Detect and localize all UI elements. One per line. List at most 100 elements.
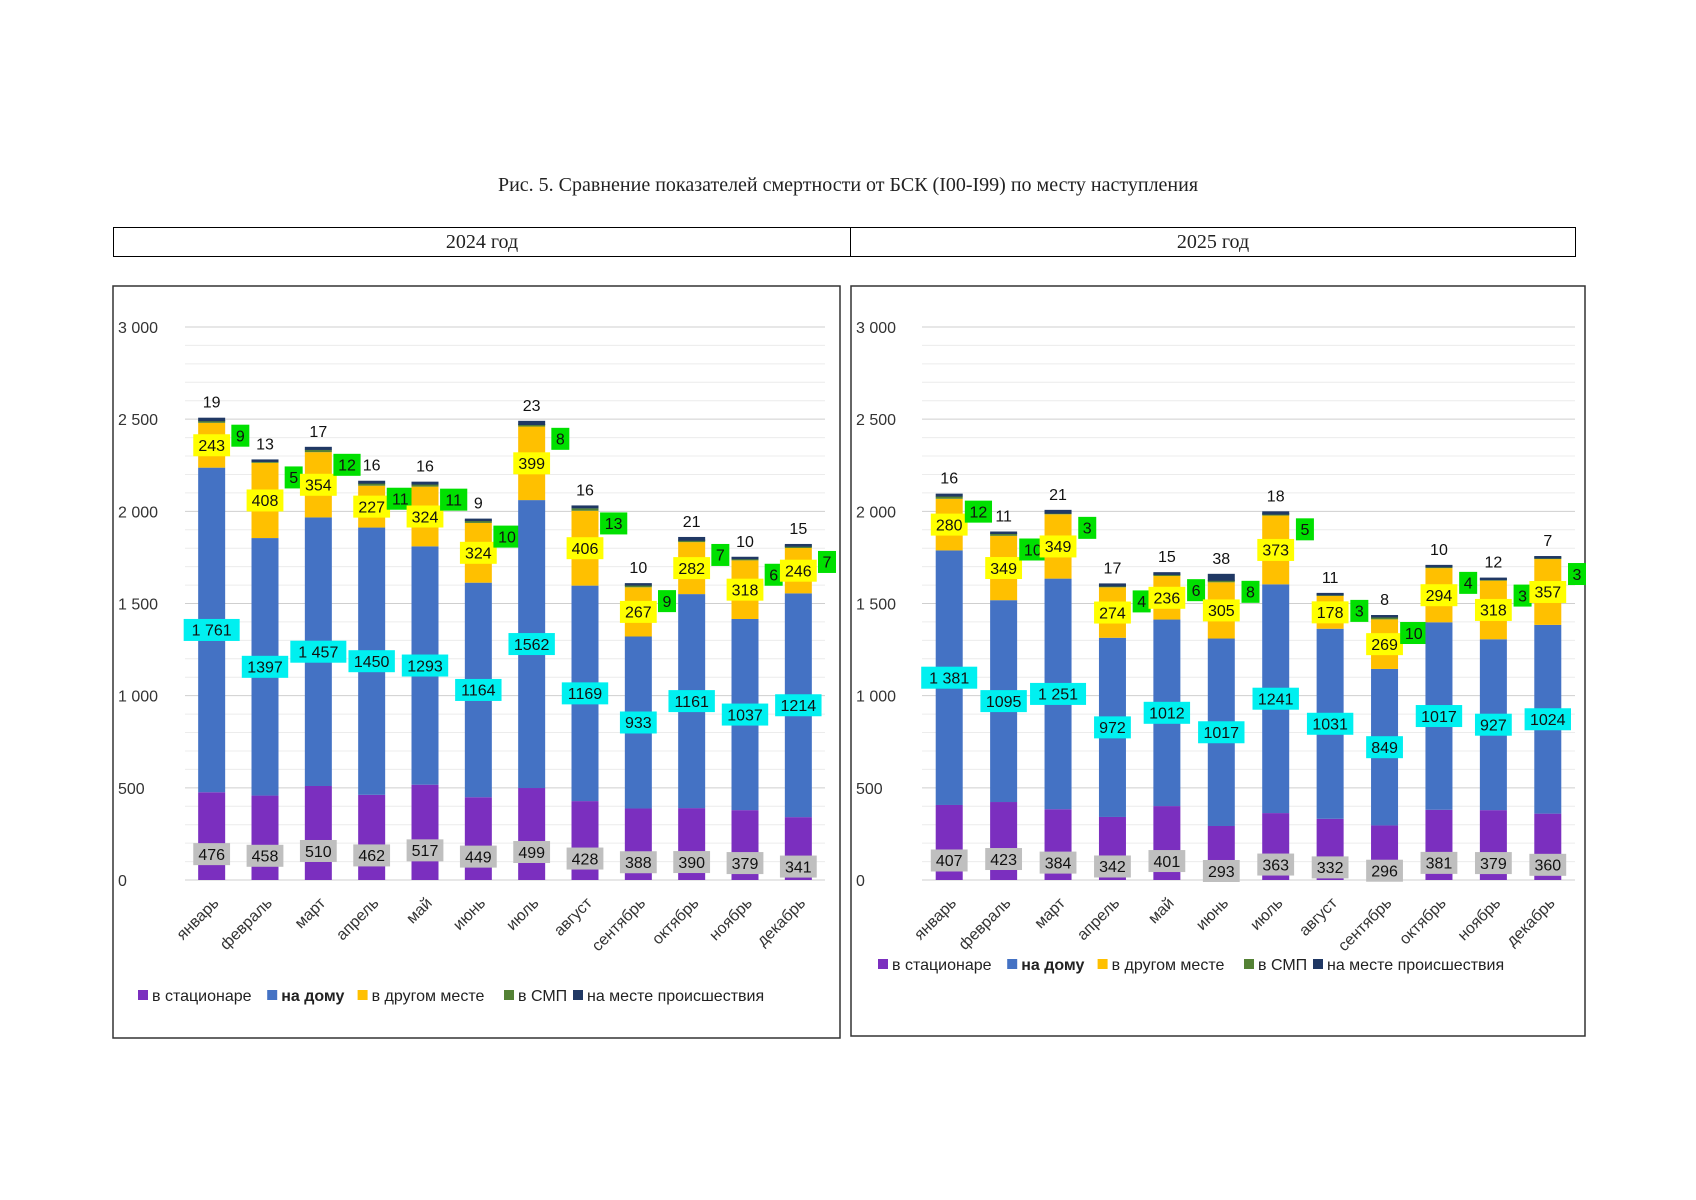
data-label-smp-bg bbox=[818, 550, 836, 573]
y-tick-label: 1 500 bbox=[856, 597, 896, 614]
legend-label-incident_place: на месте происшествия bbox=[1327, 957, 1504, 974]
data-label-home: 927 bbox=[1480, 717, 1507, 734]
data-label-other-place-bg bbox=[930, 513, 968, 536]
data-label-smp: 11 bbox=[392, 491, 409, 508]
bar-segment-smp bbox=[464, 520, 492, 523]
bar-segment-incident_place bbox=[571, 505, 599, 509]
y-tick-label: 0 bbox=[856, 873, 865, 890]
data-label-other-place-bg bbox=[1529, 580, 1567, 603]
data-label-incident-place: 8 bbox=[1380, 592, 1389, 609]
data-label-home: 1031 bbox=[1312, 717, 1348, 734]
data-label-stationary: 341 bbox=[785, 859, 812, 876]
data-label-incident-place: 10 bbox=[736, 534, 754, 551]
data-label-incident-place: 10 bbox=[1430, 542, 1448, 559]
x-tick-label: июль bbox=[1247, 895, 1286, 934]
bar-stack-декабрь: 341 1214 246 15 7 bbox=[775, 521, 836, 880]
bar-segment-smp bbox=[990, 533, 1018, 536]
data-label-home-bg bbox=[183, 618, 240, 641]
data-label-stationary-bg bbox=[1420, 851, 1458, 874]
data-label-stationary: 462 bbox=[358, 848, 385, 865]
x-tick-label: ноябрь bbox=[1455, 895, 1504, 944]
data-label-smp: 8 bbox=[556, 432, 565, 449]
bar-stack-ноябрь: 379 1037 318 10 6 bbox=[721, 534, 783, 880]
bar-segment-incident_place bbox=[251, 459, 279, 462]
data-label-home: 1 457 bbox=[298, 644, 338, 661]
legend-swatch-smp bbox=[1244, 959, 1254, 969]
data-label-home-bg bbox=[508, 633, 555, 656]
data-label-smp-bg bbox=[1459, 571, 1478, 594]
data-label-smp: 3 bbox=[1083, 521, 1092, 538]
x-tick-label: октябрь bbox=[1396, 895, 1449, 948]
y-tick-label: 1 500 bbox=[118, 597, 158, 614]
legend-swatch-smp bbox=[504, 990, 514, 1000]
data-label-home-bg bbox=[1524, 708, 1571, 731]
data-label-incident-place: 17 bbox=[1104, 560, 1122, 577]
data-label-home-bg bbox=[1252, 687, 1299, 710]
data-label-smp-bg bbox=[440, 488, 468, 511]
data-label-other-place-bg bbox=[1420, 584, 1458, 607]
bar-stack-сентябрь: 388 933 267 10 9 bbox=[619, 560, 676, 880]
bar-stack-февраль: 458 1397 408 13 5 bbox=[241, 436, 303, 880]
data-label-smp-bg bbox=[658, 590, 676, 613]
y-tick-label: 2 500 bbox=[856, 412, 896, 429]
data-label-home: 1 381 bbox=[929, 670, 969, 687]
x-tick-label: апрель bbox=[333, 895, 382, 944]
bar-segment-incident_place bbox=[1534, 556, 1562, 559]
data-label-home: 849 bbox=[1371, 740, 1398, 757]
y-tick-label: 1 000 bbox=[856, 689, 896, 706]
bar-segment-incident_place bbox=[304, 446, 332, 450]
data-label-home-bg bbox=[1030, 682, 1087, 705]
data-label-incident-place: 38 bbox=[1212, 551, 1230, 568]
bar-segment-smp bbox=[571, 508, 599, 511]
data-label-stationary: 388 bbox=[625, 855, 652, 872]
data-label-other-place: 280 bbox=[936, 517, 963, 534]
data-label-stationary: 381 bbox=[1426, 856, 1453, 873]
data-label-other-place-bg bbox=[246, 489, 284, 512]
data-label-stationary: 363 bbox=[1262, 857, 1289, 874]
bar-segment-smp bbox=[935, 496, 963, 499]
data-label-stationary: 332 bbox=[1317, 860, 1344, 877]
data-label-stationary-bg bbox=[985, 848, 1023, 871]
data-label-smp-bg bbox=[333, 453, 361, 476]
bar-segment-incident_place bbox=[784, 543, 812, 547]
data-label-other-place: 274 bbox=[1099, 605, 1126, 622]
data-label-incident-place: 10 bbox=[629, 560, 647, 577]
data-label-stationary: 510 bbox=[305, 844, 332, 861]
data-label-stationary: 384 bbox=[1045, 855, 1072, 872]
y-tick-label: 2 500 bbox=[118, 412, 158, 429]
x-tick-label: декабрь bbox=[1504, 895, 1559, 950]
data-label-stationary-bg bbox=[1529, 853, 1567, 876]
y-tick-label: 3 000 bbox=[118, 320, 158, 337]
year-header-2024: 2024 год bbox=[114, 228, 851, 256]
data-label-stationary-bg bbox=[513, 841, 551, 864]
bar-segment-incident_place bbox=[198, 417, 226, 422]
x-tick-label: июнь bbox=[1193, 895, 1232, 934]
data-label-home: 1293 bbox=[407, 658, 443, 675]
x-tick-label: октябрь bbox=[649, 895, 702, 948]
chart-frame bbox=[112, 285, 841, 1039]
data-label-other-place: 324 bbox=[412, 509, 439, 526]
bar-segment-smp bbox=[198, 420, 226, 423]
y-tick-label: 500 bbox=[118, 781, 145, 798]
data-label-other-place: 349 bbox=[990, 561, 1017, 578]
bar-stack-март: 510 1 457 354 17 12 bbox=[290, 424, 361, 880]
y-tick-label: 2 000 bbox=[118, 504, 158, 521]
bar-stack-август: 332 1031 178 11 3 bbox=[1306, 570, 1369, 880]
data-label-stationary-bg bbox=[619, 851, 657, 874]
legend-label-incident_place: на месте происшествия bbox=[587, 988, 764, 1005]
legend-label-stationary: в стационаре bbox=[892, 957, 992, 974]
data-label-home: 1017 bbox=[1421, 709, 1457, 726]
data-label-other-place-bg bbox=[1094, 601, 1131, 624]
data-label-other-place: 399 bbox=[518, 456, 545, 473]
data-label-home-bg bbox=[1143, 701, 1191, 724]
data-label-smp-bg bbox=[964, 500, 993, 523]
data-label-smp-bg bbox=[284, 466, 303, 489]
data-label-other-place: 269 bbox=[1371, 637, 1398, 654]
data-label-incident-place: 15 bbox=[789, 521, 807, 538]
bar-segment-incident_place bbox=[411, 481, 439, 485]
data-label-stationary-bg bbox=[1257, 853, 1295, 876]
data-label-home: 933 bbox=[625, 715, 652, 732]
data-label-home-bg bbox=[1198, 721, 1245, 744]
year-header-2025: 2025 год bbox=[1176, 230, 1250, 253]
